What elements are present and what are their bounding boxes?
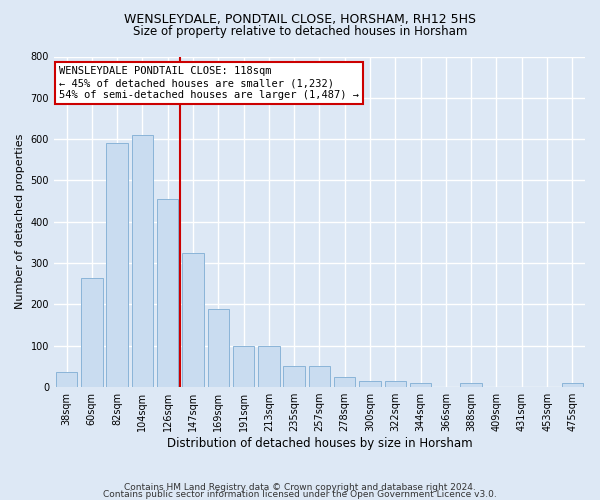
Text: Contains public sector information licensed under the Open Government Licence v3: Contains public sector information licen… <box>103 490 497 499</box>
Bar <box>309 366 330 387</box>
Bar <box>131 135 153 387</box>
Text: Contains HM Land Registry data © Crown copyright and database right 2024.: Contains HM Land Registry data © Crown c… <box>124 484 476 492</box>
Bar <box>410 383 431 387</box>
Text: WENSLEYDALE PONDTAIL CLOSE: 118sqm
← 45% of detached houses are smaller (1,232)
: WENSLEYDALE PONDTAIL CLOSE: 118sqm ← 45%… <box>59 66 359 100</box>
Bar <box>359 381 381 387</box>
Bar <box>81 278 103 387</box>
Bar <box>208 308 229 387</box>
Bar <box>460 383 482 387</box>
Bar <box>258 346 280 387</box>
Bar <box>334 377 355 387</box>
Bar <box>283 366 305 387</box>
Bar <box>106 144 128 387</box>
X-axis label: Distribution of detached houses by size in Horsham: Distribution of detached houses by size … <box>167 437 472 450</box>
Text: WENSLEYDALE, PONDTAIL CLOSE, HORSHAM, RH12 5HS: WENSLEYDALE, PONDTAIL CLOSE, HORSHAM, RH… <box>124 12 476 26</box>
Bar <box>233 346 254 387</box>
Bar <box>157 199 178 387</box>
Bar <box>56 372 77 387</box>
Y-axis label: Number of detached properties: Number of detached properties <box>15 134 25 310</box>
Bar <box>182 253 204 387</box>
Bar <box>385 381 406 387</box>
Bar <box>562 383 583 387</box>
Text: Size of property relative to detached houses in Horsham: Size of property relative to detached ho… <box>133 25 467 38</box>
